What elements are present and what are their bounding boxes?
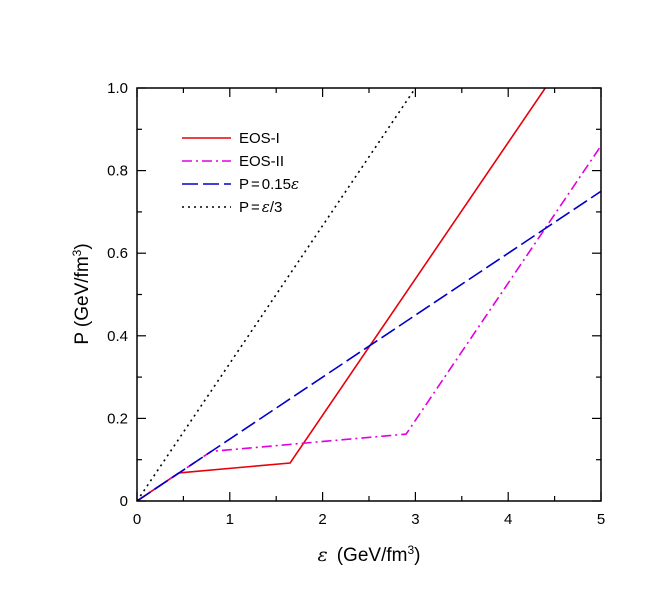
y-tick-label: 0.4 bbox=[107, 328, 128, 345]
legend: EOS-I EOS-II P = 0.15ε P = ε/3 bbox=[182, 130, 299, 216]
series-lines bbox=[137, 88, 601, 501]
x-tick-label: 0 bbox=[133, 511, 141, 528]
series-line-3 bbox=[137, 190, 601, 501]
plot-frame bbox=[136, 87, 602, 502]
x-axis-title: ε (GeV/fm3) bbox=[318, 543, 421, 566]
tick-labels: 0 1 2 3 4 5 0 0.2 0.4 0.6 0.8 1.0 bbox=[107, 80, 605, 528]
x-tick-label: 4 bbox=[504, 511, 512, 528]
y-tick-label: 0.8 bbox=[107, 163, 128, 180]
y-tick-label: 0.2 bbox=[107, 410, 128, 427]
x-tick-label: 5 bbox=[597, 511, 605, 528]
series-line-2 bbox=[137, 145, 601, 501]
y-tick-label: 0 bbox=[120, 493, 128, 510]
legend-label-1: EOS-I bbox=[239, 130, 280, 147]
x-tick-label: 2 bbox=[318, 511, 326, 528]
legend-label-2: EOS-II bbox=[239, 153, 284, 170]
series-line-1 bbox=[137, 88, 546, 501]
y-tick-label: 1.0 bbox=[107, 80, 128, 97]
y-tick-label: 0.6 bbox=[107, 245, 128, 262]
legend-label-4: P = ε/3 bbox=[239, 198, 282, 216]
legend-label-3: P = 0.15ε bbox=[239, 175, 299, 193]
x-tick-label: 1 bbox=[226, 511, 234, 528]
y-axis-title: P (GeV/fm3) bbox=[70, 243, 93, 344]
series-line-4 bbox=[137, 88, 417, 501]
x-tick-label: 3 bbox=[411, 511, 419, 528]
axis-ticks bbox=[136, 87, 602, 502]
